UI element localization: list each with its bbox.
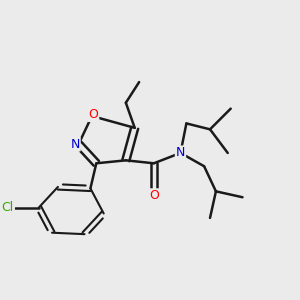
Text: O: O	[149, 189, 159, 202]
Text: N: N	[176, 146, 185, 160]
Text: Cl: Cl	[2, 201, 14, 214]
Text: N: N	[70, 138, 80, 151]
Text: O: O	[88, 108, 98, 121]
